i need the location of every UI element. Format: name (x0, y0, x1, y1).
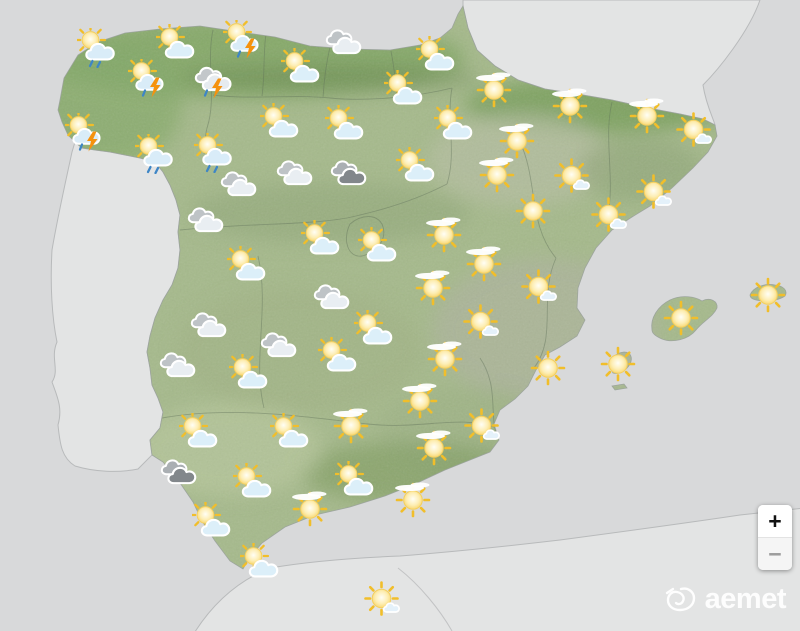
aemet-logo: aemet (664, 583, 787, 616)
zoom-out-button[interactable]: − (758, 537, 792, 570)
zoom-control: + − (758, 505, 792, 570)
aemet-logo-text: aemet (704, 583, 787, 615)
africa-landmass (195, 508, 800, 631)
africa-border-line (397, 567, 453, 631)
zoom-in-button[interactable]: + (758, 505, 792, 537)
aemet-swirl-icon (665, 586, 695, 611)
